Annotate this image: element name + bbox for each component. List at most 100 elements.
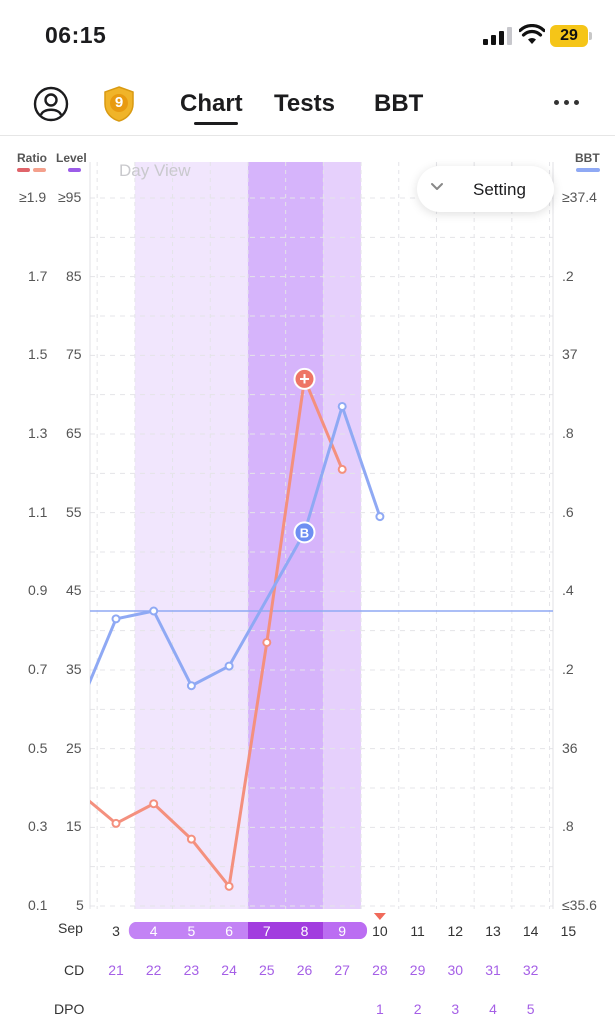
bbt-b-label: B — [300, 525, 309, 540]
date-highlight-cap-left — [128, 922, 143, 939]
dpo-cell[interactable]: 1 — [375, 1001, 384, 1017]
ratio-data-point — [186, 834, 196, 844]
date-cell[interactable]: 15 — [560, 923, 577, 939]
level-tick-label: 45 — [66, 582, 82, 599]
month-label: Sep — [58, 920, 83, 936]
bbt-tick-label: ≤35.6 — [562, 897, 597, 913]
ratio-tick-label: 0.9 — [28, 582, 48, 599]
date-cell[interactable]: 12 — [447, 923, 464, 939]
ratio-peak-label: + — [299, 369, 310, 389]
ratio-data-point — [262, 637, 272, 647]
ratio-peak-marker — [293, 367, 316, 390]
cycle-day-cell[interactable]: 32 — [522, 962, 539, 978]
level-tick-label: 55 — [66, 503, 82, 520]
fertile-band-medium — [323, 162, 362, 909]
bbt-data-point — [337, 401, 347, 411]
dpo-cell[interactable]: 5 — [526, 1001, 535, 1017]
level-tick-label: 15 — [66, 818, 82, 835]
date-cell[interactable]: 14 — [522, 923, 539, 939]
status-time: 06:15 — [45, 22, 107, 48]
cycle-day-cell[interactable]: 24 — [221, 962, 237, 978]
tab-bbt[interactable]: BBT — [374, 90, 424, 117]
cycle-day-cell[interactable]: 30 — [447, 962, 464, 978]
setting-button[interactable]: Setting — [417, 166, 554, 212]
dpo-cell[interactable]: 2 — [413, 1001, 422, 1017]
level-tick-label: 75 — [66, 346, 82, 363]
ratio-tick-label: 1.3 — [28, 425, 48, 441]
ratio-tick-label: 1.1 — [28, 503, 48, 520]
bbt-data-point — [224, 661, 234, 671]
cycle-day-cell[interactable]: 25 — [259, 962, 275, 978]
ratio-tick-label: 0.3 — [28, 818, 48, 835]
badge-number: 9 — [114, 94, 124, 111]
date-cell[interactable]: 7 — [262, 923, 271, 939]
date-cell[interactable]: 8 — [300, 923, 309, 939]
bbt-tick-label: .8 — [562, 425, 574, 441]
level-badge[interactable]: 9 — [102, 86, 136, 122]
date-highlight-medium — [323, 922, 362, 939]
bbt-tick-label: .8 — [562, 818, 574, 835]
ratio-data-point — [149, 799, 159, 809]
bbt-data-point — [111, 614, 121, 624]
cycle-day-cell[interactable]: 28 — [372, 962, 388, 978]
setting-label: Setting — [473, 180, 526, 199]
bbt-data-point — [375, 512, 385, 522]
date-cell[interactable]: 4 — [149, 923, 158, 939]
cycle-day-cell[interactable]: 21 — [108, 962, 124, 978]
bbt-tick-label: 36 — [562, 739, 578, 756]
level-legend-label: Level — [56, 151, 87, 165]
cycle-day-cell[interactable]: 26 — [296, 962, 313, 978]
active-tab-indicator — [194, 122, 238, 125]
cycle-day-cell[interactable]: 27 — [334, 962, 350, 978]
bbt-data-point — [149, 606, 159, 616]
ratio-tick-label: 0.5 — [28, 739, 48, 756]
battery-indicator: 29 — [550, 25, 588, 47]
date-cell[interactable]: 6 — [225, 923, 233, 939]
tab-tests[interactable]: Tests — [274, 90, 335, 117]
bbt-tick-label: ≥37.4 — [562, 189, 597, 205]
today-marker-icon — [373, 913, 386, 920]
date-cell[interactable]: 13 — [485, 923, 501, 939]
date-highlight-light — [134, 922, 248, 939]
dpo-cell[interactable]: 3 — [451, 1001, 460, 1017]
date-cell[interactable]: 11 — [410, 923, 425, 939]
ratio-data-point — [224, 881, 234, 891]
date-cell[interactable]: 3 — [112, 923, 120, 939]
ratio-tick-label: 0.7 — [28, 661, 48, 677]
bbt-tick-label: .4 — [562, 582, 574, 599]
level-tick-label: 25 — [66, 739, 82, 756]
tab-chart[interactable]: Chart — [180, 90, 243, 117]
ratio-swatch-light — [33, 168, 46, 172]
cycle-day-cell[interactable]: 31 — [485, 962, 501, 978]
dpo-label: DPO — [54, 1001, 85, 1017]
date-cell[interactable]: 5 — [187, 923, 196, 939]
top-navigation: 9 Chart Tests BBT — [0, 70, 615, 136]
bbt-legend-label: BBT — [575, 151, 600, 165]
day-view-label[interactable]: Day View — [119, 161, 191, 180]
level-tick-label: 85 — [66, 267, 82, 284]
ratio-legend-label: Ratio — [17, 151, 47, 165]
cycle-day-cell[interactable]: 23 — [183, 962, 200, 978]
cd-label: CD — [64, 962, 85, 978]
dpo-cell[interactable]: 4 — [489, 1001, 497, 1017]
status-bar: 06:15 29 — [0, 0, 615, 70]
ratio-data-point — [337, 464, 347, 474]
level-tick-label: 65 — [66, 425, 82, 441]
cycle-day-cell[interactable]: 29 — [409, 962, 426, 978]
bbt-tick-label: .6 — [562, 503, 574, 520]
date-cell[interactable]: 9 — [338, 923, 347, 939]
bbt-data-point — [186, 681, 196, 691]
ratio-swatch-dark — [17, 168, 30, 172]
level-tick-label: 5 — [76, 897, 84, 913]
bbt-swatch — [576, 168, 600, 172]
date-highlight-cap-right — [353, 922, 368, 939]
profile-icon[interactable] — [33, 86, 69, 122]
wifi-icon — [519, 24, 545, 44]
date-cell[interactable]: 10 — [372, 923, 388, 939]
ratio-tick-label: 1.7 — [28, 267, 48, 284]
ratio-tick-label: ≥1.9 — [19, 189, 47, 205]
more-options-icon[interactable] — [552, 98, 582, 108]
cycle-day-cell[interactable]: 22 — [145, 962, 162, 978]
chevron-down-icon — [431, 183, 443, 190]
